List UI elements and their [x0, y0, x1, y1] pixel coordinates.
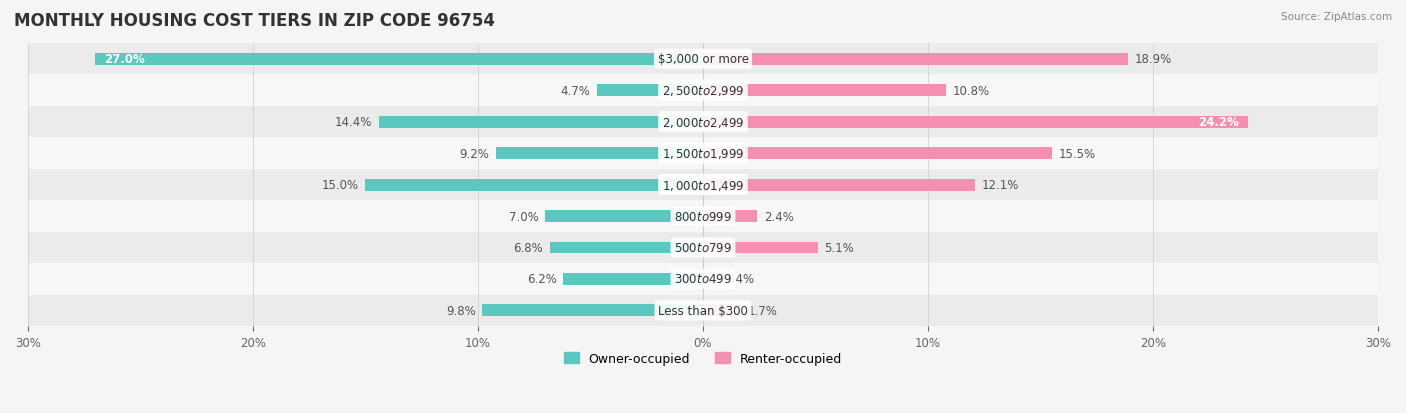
Text: 15.5%: 15.5% [1059, 147, 1095, 160]
Legend: Owner-occupied, Renter-occupied: Owner-occupied, Renter-occupied [557, 346, 849, 371]
Text: 4.7%: 4.7% [561, 85, 591, 97]
Bar [366, 179, 703, 191]
Bar [703, 179, 976, 191]
Text: 6.8%: 6.8% [513, 242, 543, 254]
Text: $300 to $499: $300 to $499 [673, 273, 733, 286]
Bar [28, 263, 1378, 295]
Bar [28, 138, 1378, 169]
Bar [482, 305, 703, 317]
Bar [703, 211, 756, 223]
Text: $500 to $799: $500 to $799 [673, 242, 733, 254]
Text: $2,000 to $2,499: $2,000 to $2,499 [662, 115, 744, 129]
Text: 9.8%: 9.8% [446, 304, 475, 317]
Text: 27.0%: 27.0% [104, 53, 145, 66]
Bar [703, 273, 710, 285]
Bar [703, 116, 1247, 128]
Bar [564, 273, 703, 285]
Bar [703, 54, 1128, 66]
Bar [550, 242, 703, 254]
Text: 6.2%: 6.2% [527, 273, 557, 286]
Bar [703, 305, 741, 317]
Text: 14.4%: 14.4% [335, 116, 373, 129]
Text: MONTHLY HOUSING COST TIERS IN ZIP CODE 96754: MONTHLY HOUSING COST TIERS IN ZIP CODE 9… [14, 12, 495, 30]
Bar [703, 85, 946, 97]
Bar [28, 201, 1378, 232]
Bar [598, 85, 703, 97]
Text: Source: ZipAtlas.com: Source: ZipAtlas.com [1281, 12, 1392, 22]
Text: 2.4%: 2.4% [763, 210, 793, 223]
Text: $1,000 to $1,499: $1,000 to $1,499 [662, 178, 744, 192]
Bar [28, 232, 1378, 263]
Text: 1.7%: 1.7% [748, 304, 778, 317]
Text: $1,500 to $1,999: $1,500 to $1,999 [662, 147, 744, 161]
Text: 15.0%: 15.0% [322, 179, 359, 192]
Bar [546, 211, 703, 223]
Text: $800 to $999: $800 to $999 [673, 210, 733, 223]
Bar [703, 242, 818, 254]
Bar [28, 75, 1378, 107]
Bar [28, 169, 1378, 201]
Text: 7.0%: 7.0% [509, 210, 538, 223]
Text: 18.9%: 18.9% [1135, 53, 1173, 66]
Text: 24.2%: 24.2% [1198, 116, 1239, 129]
Bar [28, 107, 1378, 138]
Bar [703, 148, 1052, 160]
Text: 10.8%: 10.8% [953, 85, 990, 97]
Bar [380, 116, 703, 128]
Text: 0.34%: 0.34% [717, 273, 755, 286]
Bar [96, 54, 703, 66]
Text: Less than $300: Less than $300 [658, 304, 748, 317]
Text: 9.2%: 9.2% [460, 147, 489, 160]
Text: $2,500 to $2,999: $2,500 to $2,999 [662, 84, 744, 98]
Text: 12.1%: 12.1% [981, 179, 1019, 192]
Text: 5.1%: 5.1% [824, 242, 855, 254]
Text: $3,000 or more: $3,000 or more [658, 53, 748, 66]
Bar [496, 148, 703, 160]
Bar [28, 295, 1378, 326]
Bar [28, 44, 1378, 75]
